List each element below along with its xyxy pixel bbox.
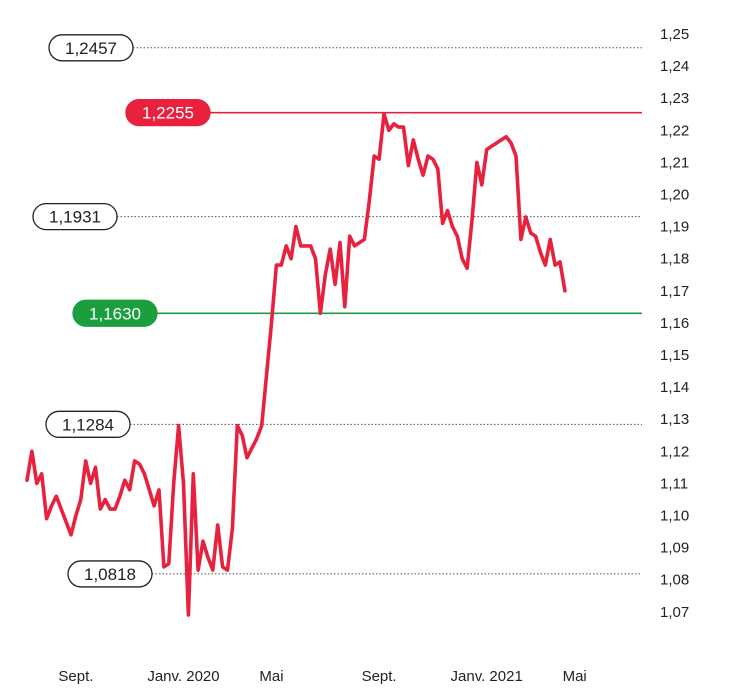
series-layer xyxy=(25,112,567,617)
reference-badge-label: 1,1284 xyxy=(62,415,114,434)
y-tick-label: 1,20 xyxy=(660,187,689,204)
y-tick-label: 1,16 xyxy=(660,315,689,332)
y-tick-label: 1,09 xyxy=(660,540,689,557)
y-tick-label: 1,23 xyxy=(660,90,689,107)
y-tick-label: 1,15 xyxy=(660,347,689,364)
reference-badge-label: 1,2457 xyxy=(65,39,117,58)
x-tick-label: Sept. xyxy=(362,668,397,685)
x-tick-label: Janv. 2020 xyxy=(147,668,219,685)
y-tick-label: 1,08 xyxy=(660,572,689,589)
reference-badge-5: 1,0818 xyxy=(67,560,153,588)
y-tick-label: 1,17 xyxy=(660,283,689,300)
y-tick-label: 1,21 xyxy=(660,154,689,171)
reference-badge-label: 1,2255 xyxy=(142,104,194,123)
y-tick-label: 1,24 xyxy=(660,58,689,75)
y-tick-label: 1,25 xyxy=(660,26,689,43)
reference-badge-3: 1,1630 xyxy=(72,299,158,327)
reference-badge-pill xyxy=(67,560,153,588)
x-tick-label: Janv. 2021 xyxy=(451,668,523,685)
reference-badges: 1,2457 1,2255 1,1931 1,1630 1,1284 1,0818 xyxy=(32,34,211,588)
x-axis: Sept. Janv. 2020 Mai Sept. Janv. 2021 Mai xyxy=(58,668,586,685)
reference-badge-pill xyxy=(125,98,211,127)
y-tick-label: 1,22 xyxy=(660,122,689,139)
reference-badge-label: 1,1931 xyxy=(49,208,101,227)
reference-lines xyxy=(117,47,642,575)
reference-badge-label: 1,1630 xyxy=(89,304,141,323)
reference-badge-2: 1,1931 xyxy=(32,202,118,231)
y-tick-label: 1,18 xyxy=(660,251,689,268)
reference-badge-pill xyxy=(48,34,134,62)
y-tick-label: 1,14 xyxy=(660,379,689,396)
reference-badge-4: 1,1284 xyxy=(45,410,131,438)
y-tick-label: 1,07 xyxy=(660,604,689,621)
series-line-0 xyxy=(25,112,567,617)
reference-badge-pill xyxy=(32,202,118,231)
y-tick-label: 1,12 xyxy=(660,443,689,460)
x-tick-label: Sept. xyxy=(58,668,93,685)
y-tick-label: 1,10 xyxy=(660,508,689,525)
reference-badge-pill xyxy=(72,299,158,327)
y-axis: 1,25 1,24 1,23 1,22 1,21 1,20 1,19 1,18 1,17 1,16… xyxy=(660,26,689,621)
y-tick-label: 1,19 xyxy=(660,219,689,236)
x-tick-label: Mai xyxy=(563,668,587,685)
x-tick-label: Mai xyxy=(259,668,283,685)
reference-badge-label: 1,0818 xyxy=(84,565,136,584)
reference-badge-1: 1,2255 xyxy=(125,98,211,127)
y-tick-label: 1,11 xyxy=(660,475,688,492)
reference-badge-pill xyxy=(45,410,131,438)
reference-badge-0: 1,2457 xyxy=(48,34,134,62)
y-tick-label: 1,13 xyxy=(660,411,689,428)
